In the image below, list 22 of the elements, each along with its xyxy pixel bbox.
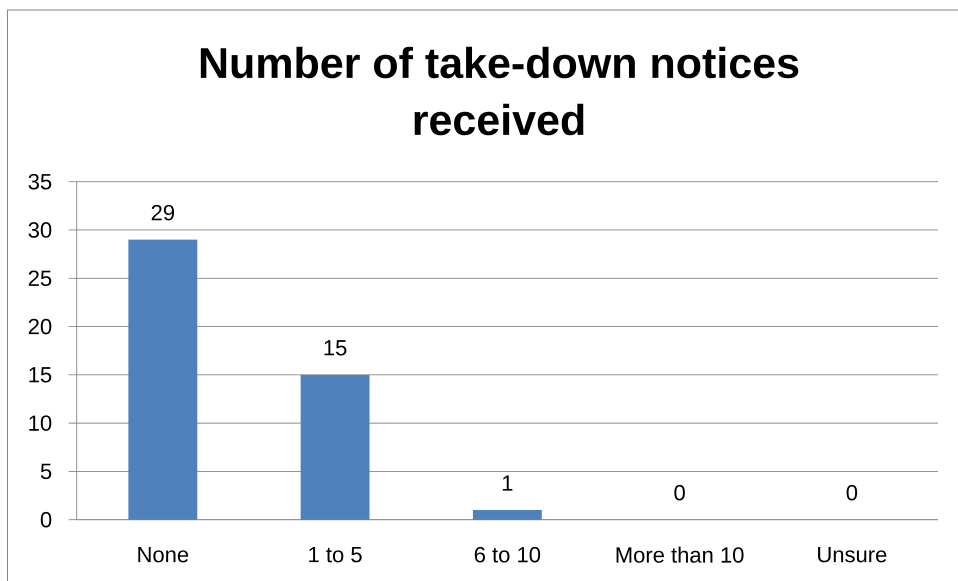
x-tick-label: 6 to 10 [474,546,540,562]
x-tick-label: 1 to 5 [309,547,362,562]
data-label: 0 [674,484,685,500]
x-tick-label: None [138,547,188,562]
y-tick-label: 10 [29,415,52,431]
y-tick-label: 0 [40,512,52,528]
chart-title: Number of take-down notices received [200,46,798,136]
x-tick-label: Unsure [818,547,886,562]
data-label: 15 [324,340,346,356]
x-tick-label: More than 10 [616,546,744,563]
bar [128,240,198,520]
y-tick-label: 30 [28,222,52,238]
bar [472,510,542,520]
bar [300,374,370,520]
data-label: 0 [846,484,858,500]
y-tick-label: 20 [28,318,52,334]
data-label: 1 [502,475,512,491]
y-tick-label: 5 [40,464,52,480]
data-label: 29 [152,204,174,220]
y-tick-label: 15 [29,367,52,383]
y-tick-label: 35 [28,174,52,190]
y-tick-label: 25 [28,270,52,286]
